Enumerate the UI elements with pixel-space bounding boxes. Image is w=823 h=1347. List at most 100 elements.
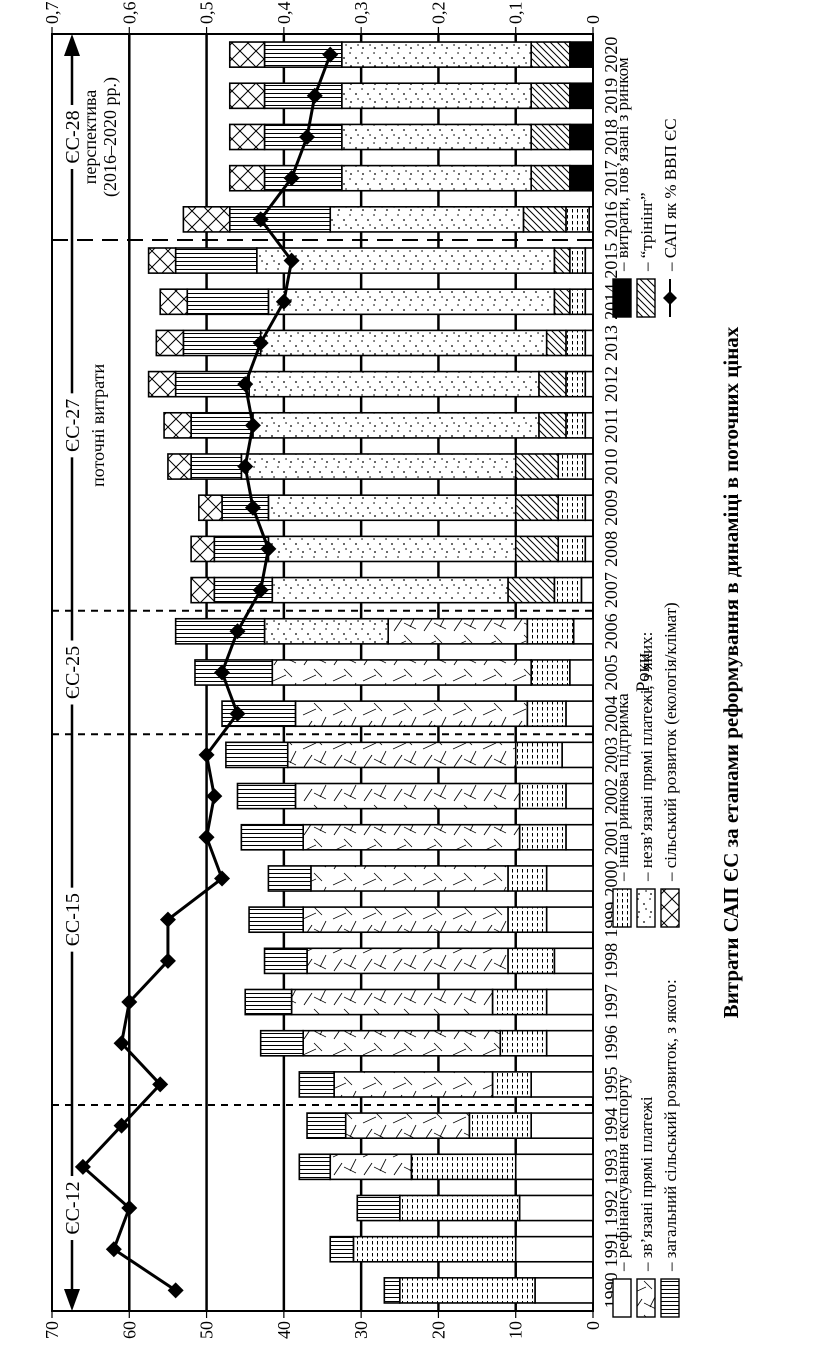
bar-horizontal-dashes-segment-2005 <box>530 659 571 686</box>
gdp-point-2006 <box>229 623 246 640</box>
bar-zigzag-segment-1993 <box>329 1153 413 1181</box>
bar-vertical-lines-segment-2013 <box>182 329 262 357</box>
gdp-point-2003 <box>198 746 215 763</box>
phase-label-ЄС-25: ЄС-25 <box>62 646 84 699</box>
bar-vertical-lines-segment-2011 <box>190 411 254 439</box>
bar-blank-segment-2008 <box>584 535 594 563</box>
bar-cross-hatch-segment-2007 <box>190 576 216 604</box>
x-tick-label: 2002 <box>601 778 621 814</box>
bar-dots-segment-2016 <box>329 206 525 233</box>
bar-blank-segment-1994 <box>530 1112 594 1139</box>
legend-swatch-solid <box>612 278 632 318</box>
bar-vertical-lines-segment-2005 <box>194 659 274 686</box>
bar-vertical-lines-segment-1998 <box>263 947 308 975</box>
bar-horizontal-dashes-segment-2000 <box>507 865 548 892</box>
bar-horizontal-dashes-segment-1997 <box>491 988 548 1016</box>
bar-vertical-lines-segment-1990 <box>383 1277 401 1304</box>
bar-horizontal-dashes-segment-1995 <box>491 1071 532 1098</box>
x-tick-label: 2004 <box>601 696 621 732</box>
bar-zigzag-segment-1994 <box>344 1112 471 1139</box>
bar-vertical-lines-segment-1992 <box>356 1194 401 1222</box>
bar-blank-segment-1990 <box>534 1277 594 1304</box>
x-tick-label: 2020 <box>601 37 621 73</box>
x-tick-label: 1995 <box>601 1066 621 1102</box>
bar-horizontal-dashes-segment-2008 <box>557 535 587 563</box>
y2-tick-label: 0,6 <box>119 2 139 25</box>
gdp-point-1994 <box>113 1117 130 1134</box>
bar-dots-segment-2019 <box>341 82 532 110</box>
x-tick-label: 2015 <box>601 243 621 279</box>
bar-solid-segment-2017 <box>569 164 594 192</box>
bar-cross-hatch-segment-2015 <box>147 247 177 274</box>
gdp-point-1993 <box>74 1158 91 1175</box>
bar-vertical-lines-segment-2003 <box>225 741 289 769</box>
gdp-point-2014 <box>275 293 292 310</box>
y2-tick-label: 0,5 <box>197 2 217 25</box>
gdp-point-2008 <box>260 540 277 557</box>
legend-label: – сільський розвиток (екологія/клімат) <box>661 602 680 882</box>
bar-cross-hatch-segment-2019 <box>228 82 266 110</box>
phase-label-ЄС-28: ЄС-28 <box>62 110 84 163</box>
bar-vertical-lines-segment-2002 <box>236 782 297 810</box>
bar-blank-segment-2009 <box>584 494 594 522</box>
bar-horizontal-dashes-segment-1994 <box>468 1112 532 1139</box>
bar-diagonal-hatch-segment-2011 <box>538 411 567 439</box>
bar-blank-segment-2011 <box>584 411 594 439</box>
x-tick-label: 2009 <box>601 490 621 526</box>
legend-swatch-zigzag <box>636 1278 656 1318</box>
x-tick-label: 2001 <box>601 819 621 855</box>
bar-blank-segment-2010 <box>584 453 594 480</box>
bar-horizontal-dashes-segment-2014 <box>569 288 587 316</box>
gdp-point-2010 <box>237 458 254 475</box>
bar-horizontal-dashes-segment-1998 <box>507 947 556 975</box>
bar-horizontal-dashes-segment-2015 <box>569 247 587 274</box>
bar-horizontal-dashes-segment-1991 <box>352 1235 517 1263</box>
gdp-point-2019 <box>306 87 323 104</box>
bar-horizontal-dashes-segment-2003 <box>514 741 563 769</box>
bar-vertical-lines-segment-2017 <box>263 164 343 192</box>
y-tick-label: 70 <box>42 1321 62 1339</box>
bar-horizontal-dashes-segment-2006 <box>526 617 575 645</box>
gdp-point-2007 <box>252 582 269 599</box>
bar-diagonal-hatch-segment-2014 <box>553 288 571 316</box>
x-tick-label: 2016 <box>601 201 621 237</box>
bar-horizontal-dashes-segment-2002 <box>518 782 567 810</box>
bar-horizontal-dashes-segment-2013 <box>565 329 587 357</box>
legend-label: – незв’язані прямі платежі, з яких: <box>637 632 656 882</box>
bar-blank-segment-2015 <box>584 247 594 274</box>
bar-blank-segment-1998 <box>553 947 594 975</box>
annotation-perspective-years: (2016–2020 рр.) <box>100 77 121 197</box>
legend-swatch-vertical-lines <box>660 1278 680 1318</box>
legend-label: – “трінінг” <box>637 192 656 272</box>
bar-horizontal-dashes-segment-2009 <box>557 494 587 522</box>
x-tick-label: 2013 <box>601 325 621 361</box>
bar-horizontal-dashes-segment-2010 <box>557 453 587 480</box>
gdp-point-1997 <box>121 994 138 1011</box>
x-tick-label: 2006 <box>601 613 621 649</box>
bar-diagonal-hatch-segment-2008 <box>514 535 560 563</box>
bar-cross-hatch-segment-2014 <box>159 288 189 316</box>
x-tick-label: 2017 <box>601 160 621 196</box>
bar-blank-segment-2013 <box>584 329 594 357</box>
bar-blank-segment-1993 <box>514 1153 594 1181</box>
gdp-point-1995 <box>152 1076 169 1093</box>
bar-horizontal-dashes-segment-1993 <box>410 1153 517 1181</box>
bar-blank-segment-1995 <box>530 1071 594 1098</box>
phase-label-bg <box>58 1176 86 1241</box>
bar-horizontal-dashes-segment-1992 <box>398 1194 521 1222</box>
x-tick-label: 2007 <box>601 572 621 608</box>
bar-blank-segment-2000 <box>545 865 594 892</box>
bar-zigzag-segment-2001 <box>302 823 521 851</box>
legend-swatch-cross-hatch <box>660 888 680 928</box>
y2-tick-label: 0,3 <box>351 2 371 25</box>
bar-zigzag-segment-1999 <box>302 906 509 934</box>
bar-blank-segment-2012 <box>584 370 594 398</box>
bar-blank-segment-2006 <box>572 617 594 645</box>
bar-dots-segment-2015 <box>256 247 556 274</box>
bar-blank-segment-2007 <box>580 576 594 604</box>
y-tick-label: 60 <box>119 1321 139 1339</box>
bar-vertical-lines-segment-2008 <box>213 535 270 563</box>
